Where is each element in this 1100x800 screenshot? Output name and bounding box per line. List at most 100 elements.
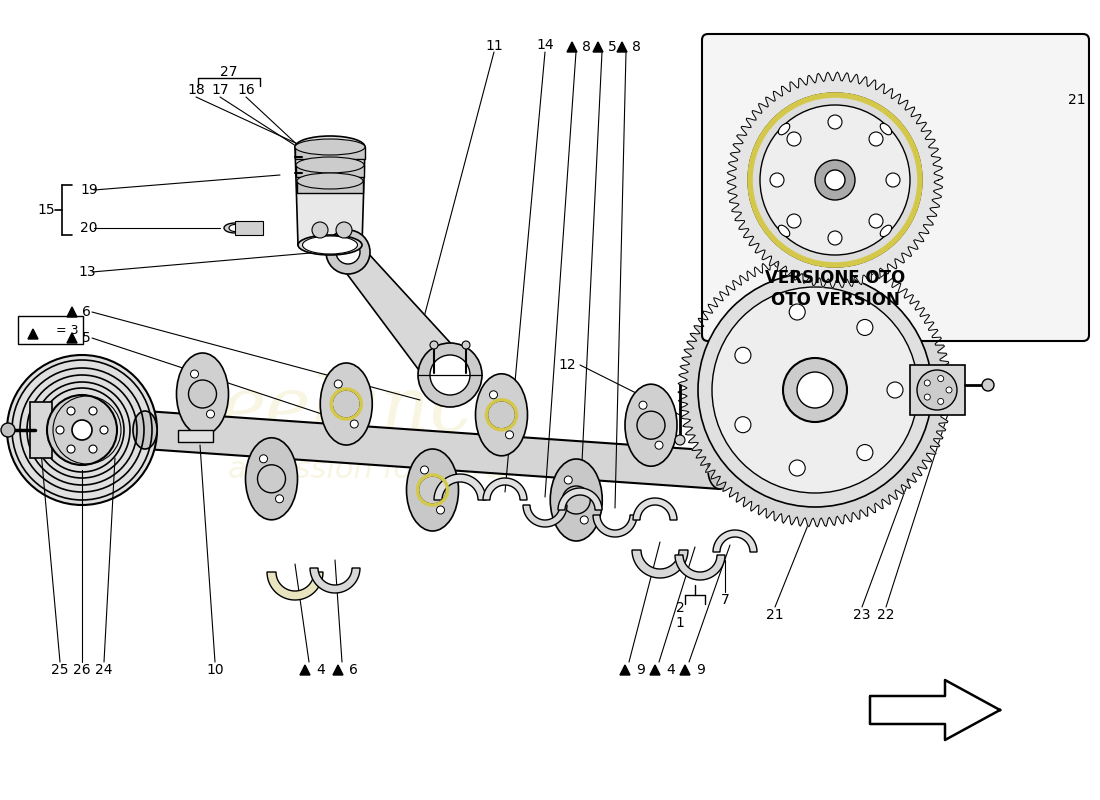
Circle shape [326, 230, 370, 274]
Ellipse shape [562, 486, 591, 514]
Polygon shape [415, 469, 451, 490]
Ellipse shape [297, 173, 363, 189]
Circle shape [789, 304, 805, 320]
Text: 17: 17 [211, 83, 229, 97]
Text: 21: 21 [767, 608, 784, 622]
Ellipse shape [880, 123, 892, 134]
Text: VERSIONE OTO: VERSIONE OTO [764, 269, 905, 287]
Polygon shape [522, 505, 566, 527]
Polygon shape [678, 253, 952, 527]
Text: 27: 27 [220, 65, 238, 79]
Ellipse shape [133, 411, 157, 449]
Text: 25: 25 [52, 663, 68, 677]
Circle shape [336, 222, 352, 238]
Text: 8: 8 [632, 40, 641, 54]
Text: 18: 18 [187, 83, 205, 97]
Circle shape [887, 382, 903, 398]
Text: 21: 21 [1068, 93, 1086, 107]
Circle shape [334, 380, 342, 388]
Polygon shape [727, 72, 943, 287]
Text: 4: 4 [666, 663, 674, 677]
Circle shape [437, 506, 444, 514]
Circle shape [698, 273, 932, 507]
Circle shape [712, 287, 918, 493]
Polygon shape [713, 530, 757, 552]
Polygon shape [632, 550, 688, 578]
Circle shape [7, 355, 157, 505]
Polygon shape [620, 665, 630, 675]
Circle shape [982, 379, 994, 391]
Circle shape [857, 319, 873, 335]
Polygon shape [67, 333, 77, 343]
Circle shape [67, 407, 75, 415]
Text: eelance: eelance [221, 373, 519, 447]
Circle shape [89, 445, 97, 453]
Text: 13: 13 [78, 265, 96, 279]
Circle shape [506, 430, 514, 438]
Ellipse shape [176, 353, 229, 435]
Ellipse shape [779, 123, 790, 134]
Polygon shape [617, 42, 627, 52]
Ellipse shape [295, 139, 365, 155]
Polygon shape [483, 478, 527, 500]
Circle shape [430, 341, 438, 349]
Ellipse shape [550, 459, 603, 541]
Polygon shape [632, 498, 676, 520]
Circle shape [564, 476, 572, 484]
Polygon shape [297, 181, 363, 193]
Circle shape [100, 426, 108, 434]
Polygon shape [870, 680, 1000, 740]
Polygon shape [145, 411, 721, 489]
Ellipse shape [257, 465, 286, 493]
Circle shape [760, 105, 910, 255]
Ellipse shape [296, 157, 364, 173]
Bar [235, 221, 263, 235]
Circle shape [190, 370, 198, 378]
Polygon shape [593, 515, 637, 537]
Ellipse shape [320, 363, 372, 445]
Polygon shape [28, 329, 38, 339]
Text: 20: 20 [80, 221, 98, 235]
Circle shape [786, 132, 801, 146]
Circle shape [924, 394, 931, 400]
FancyBboxPatch shape [702, 34, 1089, 341]
Circle shape [675, 435, 685, 445]
Circle shape [786, 214, 801, 228]
Ellipse shape [880, 226, 892, 237]
Text: 2: 2 [675, 601, 684, 615]
Polygon shape [650, 665, 660, 675]
Circle shape [735, 347, 751, 363]
Circle shape [735, 417, 751, 433]
Polygon shape [675, 555, 725, 580]
Circle shape [828, 231, 842, 245]
Text: 19: 19 [80, 183, 98, 197]
Circle shape [886, 173, 900, 187]
Polygon shape [253, 458, 289, 478]
Ellipse shape [487, 401, 516, 429]
Ellipse shape [407, 449, 459, 531]
Ellipse shape [245, 438, 297, 520]
Polygon shape [67, 307, 77, 317]
Circle shape [312, 222, 328, 238]
Circle shape [789, 460, 805, 476]
Circle shape [798, 372, 833, 408]
Text: 24: 24 [96, 663, 112, 677]
Polygon shape [680, 665, 690, 675]
Circle shape [72, 420, 92, 440]
Polygon shape [632, 426, 669, 446]
Circle shape [490, 390, 497, 399]
Circle shape [260, 454, 267, 462]
Text: 11: 11 [485, 39, 503, 53]
Ellipse shape [224, 223, 246, 233]
Bar [30, 402, 52, 458]
Circle shape [815, 160, 855, 200]
Circle shape [275, 494, 284, 503]
Text: a passion for parts: a passion for parts [228, 455, 513, 485]
Text: 4: 4 [316, 663, 324, 677]
Circle shape [828, 115, 842, 129]
Text: 14: 14 [536, 38, 553, 52]
Circle shape [946, 387, 952, 393]
Text: 6: 6 [349, 663, 358, 677]
Text: 5: 5 [82, 331, 90, 345]
Text: = 3: = 3 [56, 323, 78, 337]
